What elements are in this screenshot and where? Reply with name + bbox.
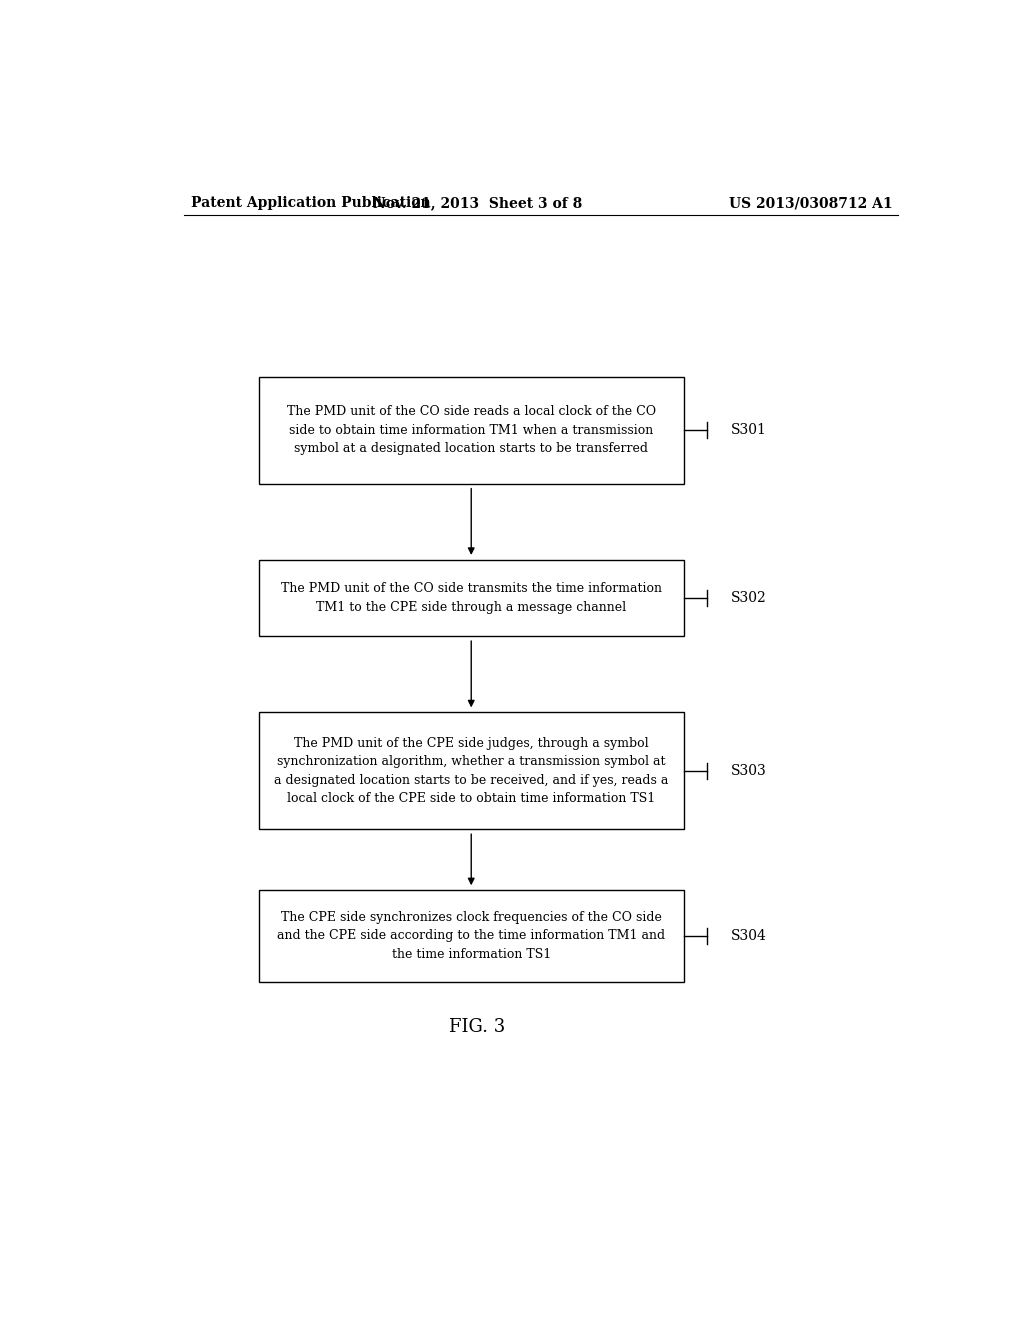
Text: Nov. 21, 2013  Sheet 3 of 8: Nov. 21, 2013 Sheet 3 of 8	[373, 197, 582, 210]
Text: FIG. 3: FIG. 3	[450, 1019, 505, 1036]
Bar	[259, 713, 684, 829]
Text: The PMD unit of the CPE side judges, through a symbol
synchronization algorithm,: The PMD unit of the CPE side judges, thr…	[274, 737, 669, 805]
Text: S304: S304	[731, 929, 767, 942]
Text: S303: S303	[731, 764, 767, 777]
Text: S302: S302	[731, 591, 767, 605]
Text: The PMD unit of the CO side reads a local clock of the CO
side to obtain time in: The PMD unit of the CO side reads a loca…	[287, 405, 655, 455]
Text: US 2013/0308712 A1: US 2013/0308712 A1	[729, 197, 892, 210]
Bar	[259, 378, 684, 483]
Text: Patent Application Publication: Patent Application Publication	[191, 197, 431, 210]
Text: S301: S301	[731, 424, 767, 437]
Text: The CPE side synchronizes clock frequencies of the CO side
and the CPE side acco: The CPE side synchronizes clock frequenc…	[278, 911, 666, 961]
Bar	[259, 890, 684, 982]
Bar	[259, 560, 684, 636]
Text: The PMD unit of the CO side transmits the time information
TM1 to the CPE side t: The PMD unit of the CO side transmits th…	[281, 582, 662, 614]
